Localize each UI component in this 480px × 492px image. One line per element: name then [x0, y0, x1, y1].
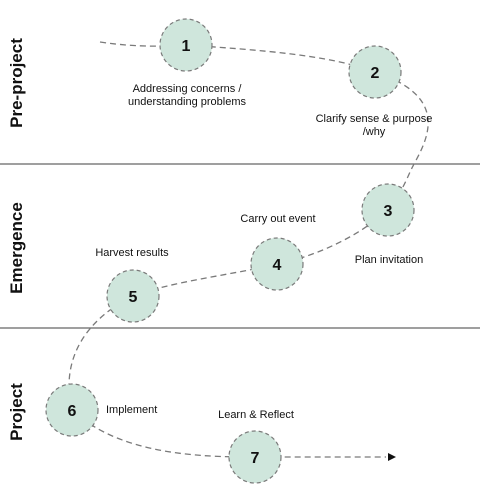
phase-label-pre-project: Pre-project: [7, 38, 26, 128]
step-node-7: 7: [228, 430, 282, 484]
step-caption-1a: Addressing concerns /: [133, 83, 243, 95]
step-node-6: 6: [45, 383, 99, 437]
step-caption-4: Carry out event: [240, 213, 315, 225]
step-caption-1b: understanding problems: [128, 96, 247, 108]
step-number: 3: [384, 203, 393, 220]
step-number: 2: [371, 65, 380, 82]
step-circle: [106, 269, 160, 323]
step-circle: [250, 237, 304, 291]
step-caption-5: Harvest results: [95, 247, 169, 259]
step-node-1: 1: [159, 18, 213, 72]
step-number: 7: [251, 450, 260, 467]
step-number: 4: [273, 257, 282, 274]
step-circle: [228, 430, 282, 484]
step-circle: [361, 183, 415, 237]
step-caption-3: Plan invitation: [355, 254, 424, 266]
path-arrowhead: [388, 453, 396, 461]
step-node-4: 4: [250, 237, 304, 291]
step-number: 6: [68, 403, 77, 420]
step-number: 5: [129, 289, 138, 306]
step-caption-7: Learn & Reflect: [218, 409, 294, 421]
step-node-3: 3: [361, 183, 415, 237]
phase-label-emergence: Emergence: [7, 202, 26, 294]
step-circle: [348, 45, 402, 99]
step-circle: [159, 18, 213, 72]
step-node-5: 5: [106, 269, 160, 323]
step-caption-2a: Clarify sense & purpose: [316, 113, 433, 125]
step-node-2: 2: [348, 45, 402, 99]
step-circle: [45, 383, 99, 437]
phase-label-project: Project: [7, 383, 26, 441]
step-number: 1: [182, 38, 191, 55]
step-caption-2b: /why: [363, 126, 386, 138]
step-caption-6: Implement: [106, 404, 157, 416]
